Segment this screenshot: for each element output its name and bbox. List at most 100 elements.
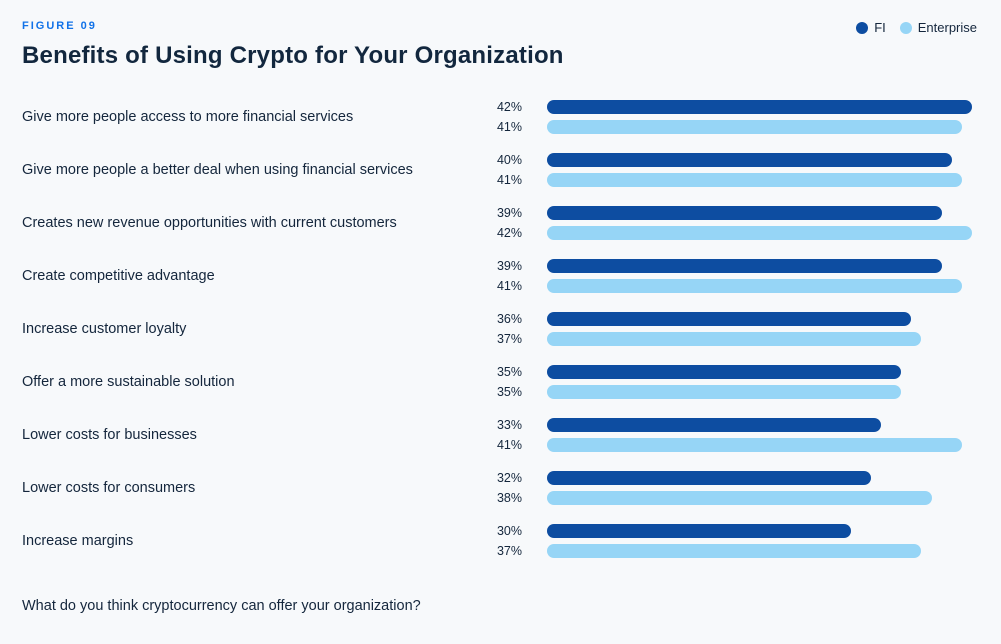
bar-track [547, 544, 972, 558]
bar-track [547, 206, 972, 220]
chart-row: Increase margins 30% 37% [22, 524, 979, 558]
bar-fi [547, 471, 871, 485]
bar-group [547, 471, 972, 505]
value-label-enterprise: 35% [496, 385, 522, 399]
chart-row: Lower costs for consumers 32% 38% [22, 471, 979, 505]
chart-row: Create competitive advantage 39% 41% [22, 259, 979, 293]
bar-track [547, 173, 972, 187]
value-labels: 30% 37% [474, 524, 522, 558]
value-labels: 40% 41% [474, 153, 522, 187]
bar-track [547, 153, 972, 167]
bar-track [547, 100, 972, 114]
figure-label: FIGURE 09 [22, 20, 97, 32]
bar-track [547, 418, 972, 432]
category-label: Increase customer loyalty [22, 321, 187, 337]
bar-enterprise [547, 438, 962, 452]
value-label-fi: 42% [496, 100, 522, 114]
page-title: Benefits of Using Crypto for Your Organi… [22, 42, 564, 69]
bar-enterprise [547, 226, 972, 240]
bar-track [547, 279, 972, 293]
value-labels: 39% 41% [474, 259, 522, 293]
bar-fi [547, 524, 851, 538]
chart-row: Increase customer loyalty 36% 37% [22, 312, 979, 346]
legend-dot-fi [856, 21, 869, 34]
value-label-fi: 35% [496, 365, 522, 379]
bar-group [547, 312, 972, 346]
chart-row: Creates new revenue opportunities with c… [22, 206, 979, 240]
category-label: Give more people a better deal when usin… [22, 162, 413, 178]
value-label-fi: 36% [496, 312, 522, 326]
legend-label-fi: FI [874, 20, 886, 35]
category-label: Lower costs for consumers [22, 480, 196, 496]
bar-track [547, 226, 972, 240]
chart-row: Give more people a better deal when usin… [22, 153, 979, 187]
bar-group [547, 365, 972, 399]
bar-enterprise [547, 332, 922, 346]
bar-track [547, 259, 972, 273]
value-labels: 32% 38% [474, 471, 522, 505]
value-label-fi: 32% [496, 471, 522, 485]
value-label-fi: 39% [496, 206, 522, 220]
bar-fi [547, 259, 942, 273]
bar-group [547, 418, 972, 452]
category-label: Create competitive advantage [22, 268, 215, 284]
bar-fi [547, 365, 902, 379]
value-label-enterprise: 41% [496, 438, 522, 452]
bar-track [547, 120, 972, 134]
value-labels: 39% 42% [474, 206, 522, 240]
bar-group [547, 100, 972, 134]
bar-track [547, 312, 972, 326]
bar-fi [547, 312, 912, 326]
chart-legend: FI Enterprise [856, 20, 977, 35]
bar-enterprise [547, 173, 962, 187]
category-label: Lower costs for businesses [22, 427, 197, 443]
value-label-fi: 39% [496, 259, 522, 273]
bar-track [547, 471, 972, 485]
bar-enterprise [547, 279, 962, 293]
category-label: Offer a more sustainable solution [22, 374, 235, 390]
bar-enterprise [547, 385, 902, 399]
category-label: Increase margins [22, 533, 134, 549]
bar-enterprise [547, 120, 962, 134]
legend-item-enterprise: Enterprise [899, 20, 977, 35]
value-label-fi: 40% [496, 153, 522, 167]
bar-track [547, 385, 972, 399]
bar-enterprise [547, 491, 932, 505]
value-labels: 36% 37% [474, 312, 522, 346]
bar-group [547, 259, 972, 293]
bar-group [547, 153, 972, 187]
value-label-enterprise: 37% [496, 544, 522, 558]
chart-row: Offer a more sustainable solution 35% 35% [22, 365, 979, 399]
value-label-fi: 30% [496, 524, 522, 538]
chart-row: Lower costs for businesses 33% 41% [22, 418, 979, 452]
category-label: Creates new revenue opportunities with c… [22, 215, 397, 231]
bar-group [547, 206, 972, 240]
value-labels: 35% 35% [474, 365, 522, 399]
value-labels: 33% 41% [474, 418, 522, 452]
value-label-enterprise: 41% [496, 173, 522, 187]
bar-track [547, 332, 972, 346]
value-label-enterprise: 41% [496, 120, 522, 134]
value-label-enterprise: 41% [496, 279, 522, 293]
bar-fi [547, 206, 942, 220]
value-label-enterprise: 38% [496, 491, 522, 505]
bar-track [547, 365, 972, 379]
bar-track [547, 438, 972, 452]
legend-dot-enterprise [899, 21, 912, 34]
value-label-enterprise: 42% [496, 226, 522, 240]
bar-fi [547, 153, 952, 167]
bar-fi [547, 100, 972, 114]
survey-question: What do you think cryptocurrency can off… [22, 598, 421, 614]
bar-track [547, 491, 972, 505]
value-labels: 42% 41% [474, 100, 522, 134]
chart-row: Give more people access to more financia… [22, 100, 979, 134]
bar-fi [547, 418, 881, 432]
bar-chart-rows: Give more people access to more financia… [22, 100, 979, 558]
value-label-enterprise: 37% [496, 332, 522, 346]
bar-group [547, 524, 972, 558]
bar-track [547, 524, 972, 538]
legend-item-fi: FI [856, 20, 886, 35]
category-label: Give more people access to more financia… [22, 109, 354, 125]
legend-label-enterprise: Enterprise [917, 20, 977, 35]
